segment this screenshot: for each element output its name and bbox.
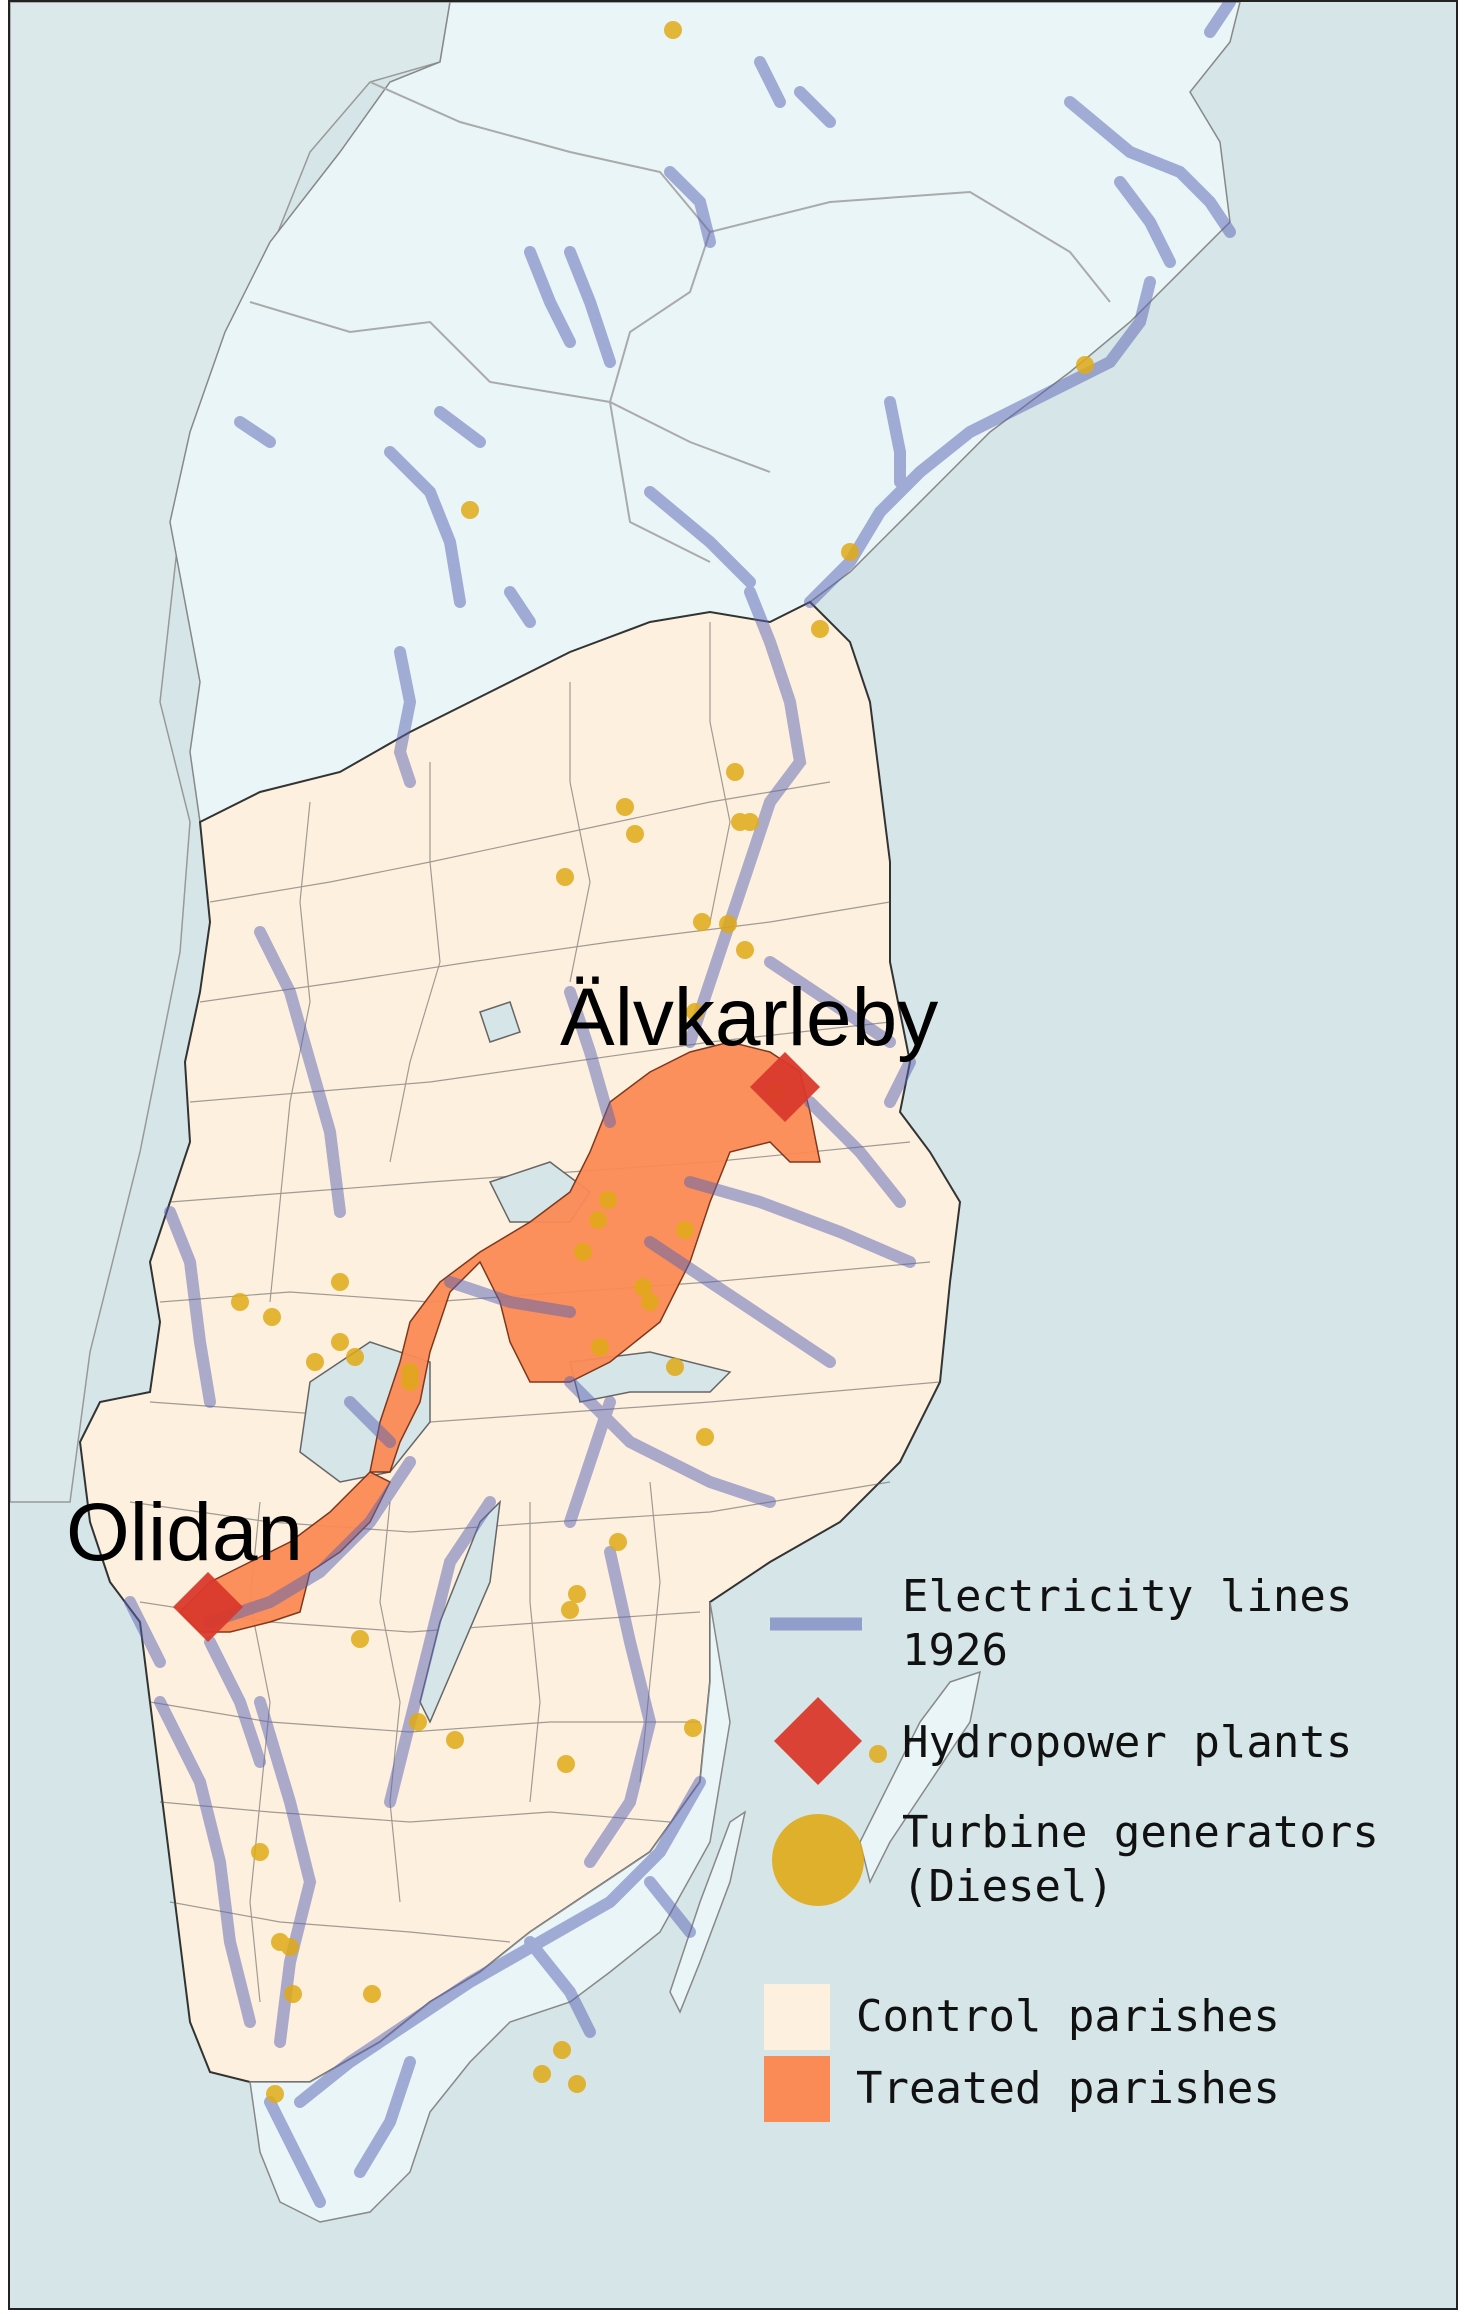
turbine-marker bbox=[231, 1293, 249, 1311]
turbine-marker bbox=[869, 1745, 887, 1763]
turbine-marker bbox=[676, 1221, 694, 1239]
turbine-marker bbox=[461, 501, 479, 519]
turbine-marker bbox=[634, 1278, 652, 1296]
turbine-marker bbox=[666, 1358, 684, 1376]
legend-electricity-lines: Electricity lines 1926 bbox=[902, 1571, 1353, 1676]
turbine-marker bbox=[574, 1243, 592, 1261]
turbine-marker bbox=[553, 2041, 571, 2059]
turbine-marker bbox=[599, 1191, 617, 1209]
turbine-marker bbox=[719, 915, 737, 933]
label-alvkarleby: Älvkarleby bbox=[560, 972, 939, 1063]
turbine-marker bbox=[568, 2075, 586, 2093]
legend-control: Control parishes bbox=[856, 1991, 1280, 2042]
turbine-marker bbox=[263, 1308, 281, 1326]
legend-turbine: Turbine generators (Diesel) bbox=[902, 1807, 1379, 1912]
turbine-marker bbox=[557, 1755, 575, 1773]
turbine-marker bbox=[306, 1353, 324, 1371]
gotland-island bbox=[859, 1670, 981, 1885]
legend-turbine-icon bbox=[772, 1814, 864, 1906]
lake-malaren bbox=[569, 1351, 732, 1403]
turbine-marker bbox=[446, 1731, 464, 1749]
turbine-marker bbox=[409, 1713, 427, 1731]
turbine-marker bbox=[591, 1338, 609, 1356]
map-frame: Älvkarleby Olidan Electricity lines 1926… bbox=[8, 0, 1458, 2310]
turbine-marker bbox=[401, 1373, 419, 1391]
turbine-marker bbox=[693, 913, 711, 931]
turbine-marker bbox=[281, 1938, 299, 1956]
hydropower-plants bbox=[173, 1052, 820, 1642]
turbine-marker bbox=[686, 1003, 704, 1021]
turbine-marker bbox=[351, 1630, 369, 1648]
legend-symbols bbox=[764, 1617, 864, 2122]
turbine-marker bbox=[363, 1985, 381, 2003]
turbine-marker bbox=[609, 1533, 627, 1551]
turbine-marker bbox=[266, 2085, 284, 2103]
legend-control-swatch bbox=[764, 1984, 830, 2050]
turbine-marker bbox=[331, 1333, 349, 1351]
turbine-marker bbox=[589, 1211, 607, 1229]
legend-hydropower: Hydropower plants bbox=[902, 1717, 1353, 1768]
turbine-marker bbox=[696, 1428, 714, 1446]
turbine-marker bbox=[346, 1348, 364, 1366]
turbine-marker bbox=[251, 1843, 269, 1861]
map-canvas[interactable] bbox=[10, 2, 1458, 2310]
turbine-marker bbox=[556, 868, 574, 886]
turbine-marker bbox=[736, 941, 754, 959]
legend-treated-swatch bbox=[764, 2056, 830, 2122]
turbine-marker bbox=[841, 543, 859, 561]
legend-treated: Treated parishes bbox=[856, 2063, 1280, 2114]
norway-land bbox=[10, 2, 451, 1503]
turbine-marker bbox=[568, 1585, 586, 1603]
oland-island bbox=[669, 1810, 747, 2014]
turbine-marker bbox=[741, 813, 759, 831]
turbine-marker bbox=[811, 620, 829, 638]
lake-siljan bbox=[479, 1001, 521, 1043]
electricity-lines bbox=[124, 2, 1236, 2208]
turbine-marker bbox=[726, 763, 744, 781]
north-county-borders bbox=[249, 81, 1111, 563]
turbine-marker bbox=[533, 2065, 551, 2083]
turbine-generators bbox=[231, 21, 1094, 2103]
turbine-marker bbox=[664, 21, 682, 39]
turbine-marker bbox=[684, 1719, 702, 1737]
turbine-marker bbox=[1076, 356, 1094, 374]
turbine-marker bbox=[561, 1601, 579, 1619]
hydropower-marker-olidan bbox=[173, 1572, 243, 1642]
turbine-marker bbox=[331, 1273, 349, 1291]
legend-hydropower-icon bbox=[774, 1697, 862, 1785]
turbine-marker bbox=[626, 825, 644, 843]
turbine-marker bbox=[641, 1293, 659, 1311]
label-olidan: Olidan bbox=[66, 1487, 304, 1578]
turbine-marker bbox=[616, 798, 634, 816]
turbine-marker bbox=[284, 1985, 302, 2003]
hydropower-marker-alvkarleby bbox=[750, 1052, 820, 1122]
